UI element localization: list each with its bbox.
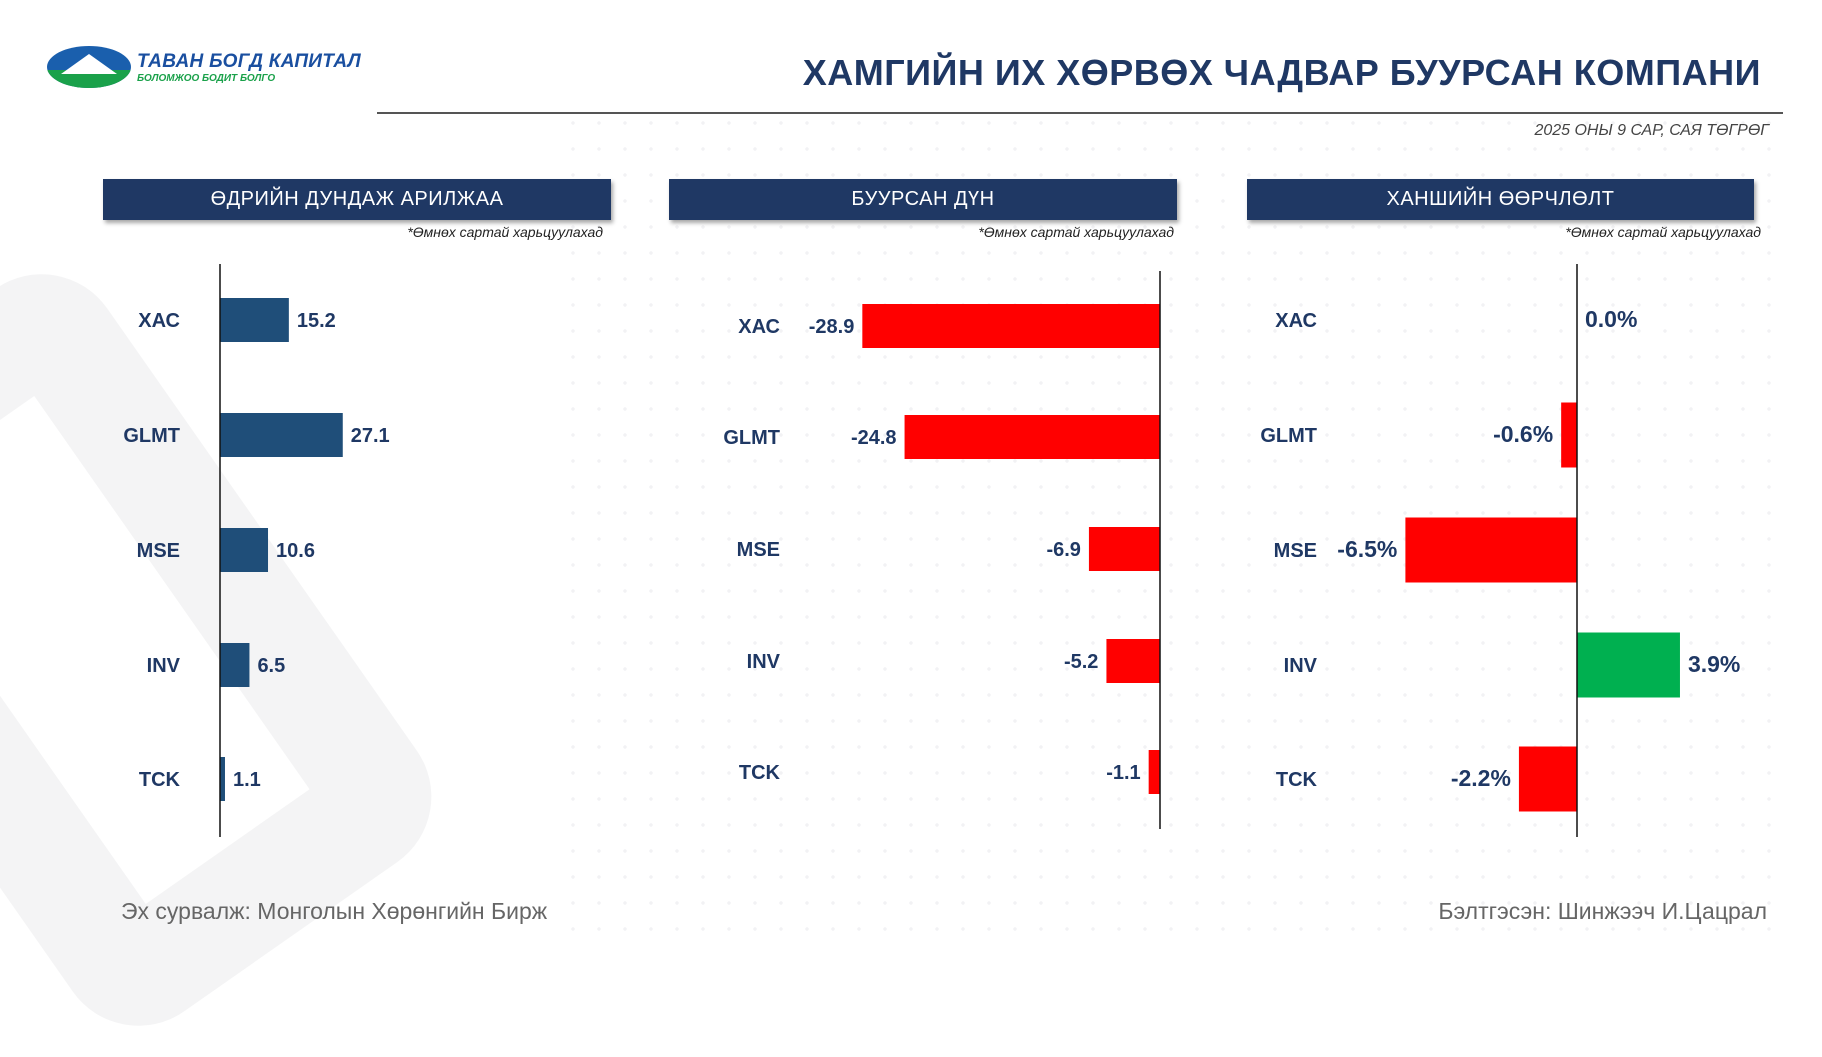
mountain-logo-icon [47, 46, 131, 88]
data-label: -6.5% [1337, 536, 1397, 562]
category-label: MSE [737, 539, 780, 561]
bar-charts: ХАС 15.2 GLMT 27.1 MSE 10.6 INV 6.5 TCK 1.1 ХАС -28… [123, 264, 1740, 837]
bar-tck [1148, 750, 1160, 794]
bar-inv [220, 643, 250, 687]
data-label: 0.0% [1585, 306, 1637, 332]
data-label: -24.8 [851, 427, 897, 449]
bar-glmt [1561, 402, 1577, 468]
bar-inv [1106, 639, 1160, 683]
category-label: MSE [1274, 540, 1317, 562]
panel-note: *Өмнөх сартай харьцуулахад [1565, 224, 1761, 240]
data-label: -5.2 [1064, 651, 1098, 673]
category-label: GLMT [1260, 425, 1317, 447]
data-label: 10.6 [276, 540, 315, 562]
bar-mse [1405, 517, 1577, 583]
bar-хас [862, 304, 1160, 348]
panel-header-avg-trade: ӨДРИЙН ДУНДАЖ АРИЛЖАА [103, 179, 611, 220]
category-label: ХАС [738, 316, 780, 338]
category-label: GLMT [123, 425, 180, 447]
data-label: 3.9% [1688, 651, 1740, 677]
bar-glmt [904, 415, 1160, 459]
category-label: TCK [739, 762, 781, 784]
data-label: -2.2% [1451, 765, 1511, 791]
subtitle: 2025 ОНЫ 9 САР, САЯ ТӨГРӨГ [1534, 122, 1769, 139]
source-note: Эх сурвалж: Монголын Хөрөнгийн Бирж [121, 898, 548, 924]
background-map [560, 110, 1790, 950]
data-label: 15.2 [297, 310, 336, 332]
panel-header-price-change: ХАНШИЙН ӨӨРЧЛӨЛТ [1247, 179, 1754, 220]
logo-name: ТАВАН БОГД КАПИТАЛ [137, 50, 362, 72]
company-logo: ТАВАН БОГД КАПИТАЛ БОЛОМЖОО БОДИТ БОЛГО [47, 46, 361, 88]
data-label: 1.1 [233, 769, 261, 791]
data-label: 6.5 [257, 655, 285, 677]
category-label: ХАС [138, 310, 180, 332]
bar-mse [1088, 527, 1160, 571]
bar-хас [220, 298, 289, 342]
panel-note: *Өмнөх сартай харьцуулахад [407, 224, 603, 240]
data-label: -0.6% [1493, 421, 1553, 447]
category-label: MSE [137, 540, 180, 562]
data-label: 27.1 [351, 425, 390, 447]
bar-mse [220, 528, 269, 572]
logo-slogan: БОЛОМЖОО БОДИТ БОЛГО [137, 72, 276, 84]
bar-tck [1518, 746, 1577, 812]
title-divider [377, 112, 1783, 114]
bar-tck [220, 757, 225, 801]
category-label: TCK [139, 769, 181, 791]
prepared-by: Бэлтгэсэн: Шинжээч И.Цацрал [1438, 898, 1767, 924]
category-label: ХАС [1275, 310, 1317, 332]
panel-note: *Өмнөх сартай харьцуулахад [978, 224, 1174, 240]
category-label: INV [1284, 655, 1318, 677]
bar-inv [1577, 632, 1680, 698]
panel-header-decrease-amount: БУУРСАН ДҮН [669, 179, 1177, 220]
bar-glmt [220, 413, 343, 457]
data-label: -1.1 [1106, 762, 1140, 784]
category-label: GLMT [723, 427, 780, 449]
page-title: ХАМГИЙН ИХ ХӨРВӨХ ЧАДВАР БУУРСАН КОМПАНИ [802, 52, 1761, 93]
category-label: INV [147, 655, 181, 677]
category-label: INV [747, 651, 781, 673]
category-label: TCK [1276, 769, 1318, 791]
data-label: -6.9 [1046, 539, 1080, 561]
data-label: -28.9 [809, 316, 855, 338]
